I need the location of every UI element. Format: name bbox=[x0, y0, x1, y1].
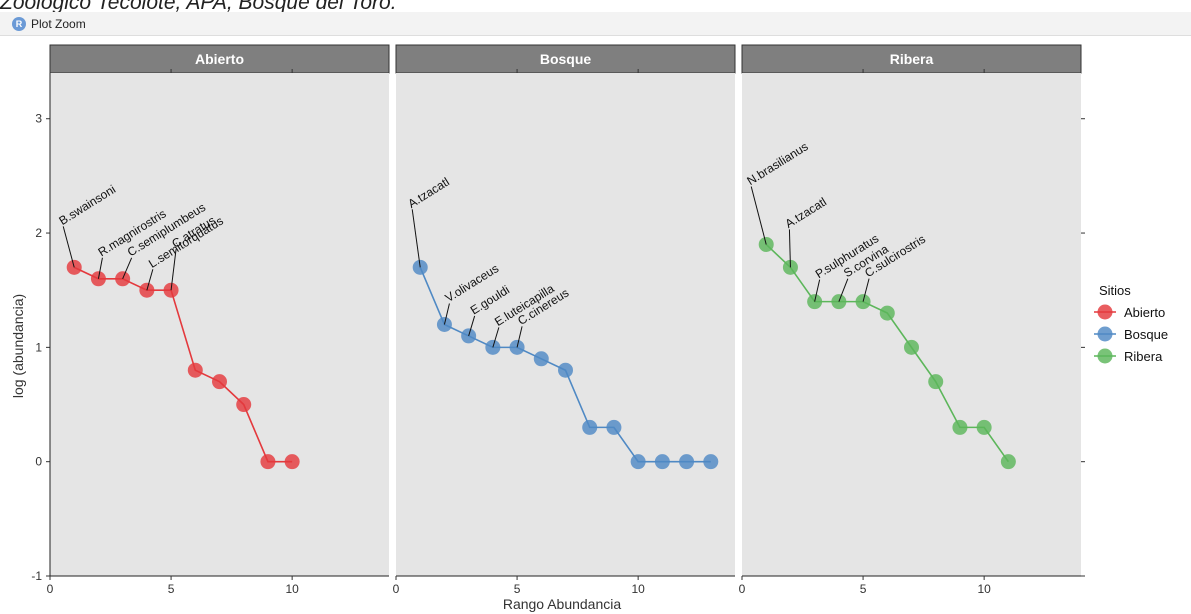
label-leader-bosque-5 bbox=[516, 326, 523, 348]
x-tick-label-abierto-10: 10 bbox=[285, 582, 299, 596]
y-tick-label--1: -1 bbox=[31, 569, 42, 583]
legend-label-ribera: Ribera bbox=[1124, 349, 1163, 364]
data-point-bosque-10 bbox=[630, 454, 646, 470]
x-tick-label-abierto-5: 5 bbox=[168, 582, 175, 596]
x-tick-label-ribera-0: 0 bbox=[739, 582, 746, 596]
data-point-ribera-10 bbox=[976, 419, 992, 435]
x-tick-label-bosque-0: 0 bbox=[393, 582, 400, 596]
y-axis-title: log (abundancia) bbox=[10, 294, 26, 398]
window-title: Plot Zoom bbox=[31, 16, 86, 31]
data-point-bosque-8 bbox=[582, 419, 598, 435]
label-leader-ribera-5 bbox=[862, 278, 870, 302]
window-title-bar: R Plot Zoom bbox=[0, 12, 1191, 36]
label-leader-abierto-5 bbox=[170, 249, 177, 291]
legend-label-abierto: Abierto bbox=[1124, 305, 1165, 320]
data-point-ribera-8 bbox=[928, 374, 944, 390]
legend-title: Sitios bbox=[1099, 283, 1131, 298]
data-point-abierto-7 bbox=[212, 374, 227, 390]
data-point-abierto-10 bbox=[284, 454, 300, 470]
label-leader-bosque-2 bbox=[443, 303, 450, 325]
label-leader-bosque-3 bbox=[468, 315, 476, 337]
panel-background-ribera bbox=[742, 73, 1081, 576]
y-axis: -1 0 1 2 3 bbox=[31, 73, 1085, 583]
series-line-abierto bbox=[73, 266, 293, 463]
label-leader-ribera-3 bbox=[814, 279, 821, 302]
data-point-bosque-7 bbox=[558, 362, 573, 378]
label-leader-ribera-2 bbox=[788, 229, 791, 268]
data-point-ribera-7 bbox=[904, 339, 919, 355]
data-point-ribera-6 bbox=[879, 305, 895, 321]
panel-background-bosque bbox=[396, 73, 735, 576]
panel-background-abierto bbox=[50, 73, 389, 576]
x-tick-label-abierto-0: 0 bbox=[47, 582, 54, 596]
y-tick-label-2: 2 bbox=[35, 226, 42, 240]
legend: Sitios Abierto Bosque Ribera bbox=[1094, 283, 1168, 364]
strip-label-abierto: Abierto bbox=[195, 51, 244, 67]
data-point-ribera-9 bbox=[952, 419, 968, 435]
y-tick-label-0: 0 bbox=[35, 455, 42, 469]
data-point-abierto-8 bbox=[236, 397, 252, 413]
strip-bosque bbox=[395, 44, 736, 74]
data-point-abierto-9 bbox=[260, 454, 276, 470]
strip-label-bosque: Bosque bbox=[540, 51, 592, 67]
legend-key-bosque bbox=[1097, 326, 1113, 342]
data-point-bosque-6 bbox=[533, 351, 549, 367]
label-leader-ribera-1 bbox=[750, 186, 767, 245]
label-leader-abierto-3 bbox=[122, 257, 133, 279]
data-point-bosque-12 bbox=[679, 454, 695, 470]
x-tick-label-ribera-5: 5 bbox=[860, 582, 867, 596]
data-point-bosque-13 bbox=[703, 454, 719, 470]
x-axis-title: Rango Abundancia bbox=[503, 596, 622, 612]
data-point-abierto-6 bbox=[187, 362, 203, 378]
strip-ribera bbox=[741, 44, 1082, 74]
label-leader-abierto-2 bbox=[97, 257, 103, 279]
legend-key-abierto bbox=[1097, 304, 1113, 320]
data-point-ribera-11 bbox=[1000, 454, 1016, 470]
legend-label-bosque: Bosque bbox=[1124, 327, 1168, 342]
data-point-bosque-9 bbox=[606, 419, 622, 435]
strip-abierto bbox=[49, 44, 390, 74]
x-tick-label-ribera-10: 10 bbox=[977, 582, 991, 596]
y-tick-label-3: 3 bbox=[35, 112, 42, 126]
r-logo-icon: R bbox=[12, 16, 26, 31]
strip-label-ribera: Ribera bbox=[890, 51, 934, 67]
caption-text: Zoologico Tecolote, APA, Bosque del Toro… bbox=[0, 0, 397, 14]
data-point-bosque-11 bbox=[654, 454, 670, 470]
label-leader-bosque-1 bbox=[411, 209, 421, 268]
y-tick-label-1: 1 bbox=[35, 340, 42, 354]
label-leader-abierto-1 bbox=[62, 226, 75, 268]
label-leader-abierto-4 bbox=[146, 269, 154, 291]
label-leader-bosque-4 bbox=[492, 327, 500, 348]
x-tick-label-bosque-5: 5 bbox=[514, 582, 521, 596]
label-leader-ribera-4 bbox=[838, 278, 849, 302]
legend-key-ribera bbox=[1097, 348, 1113, 364]
x-tick-label-bosque-10: 10 bbox=[631, 582, 645, 596]
